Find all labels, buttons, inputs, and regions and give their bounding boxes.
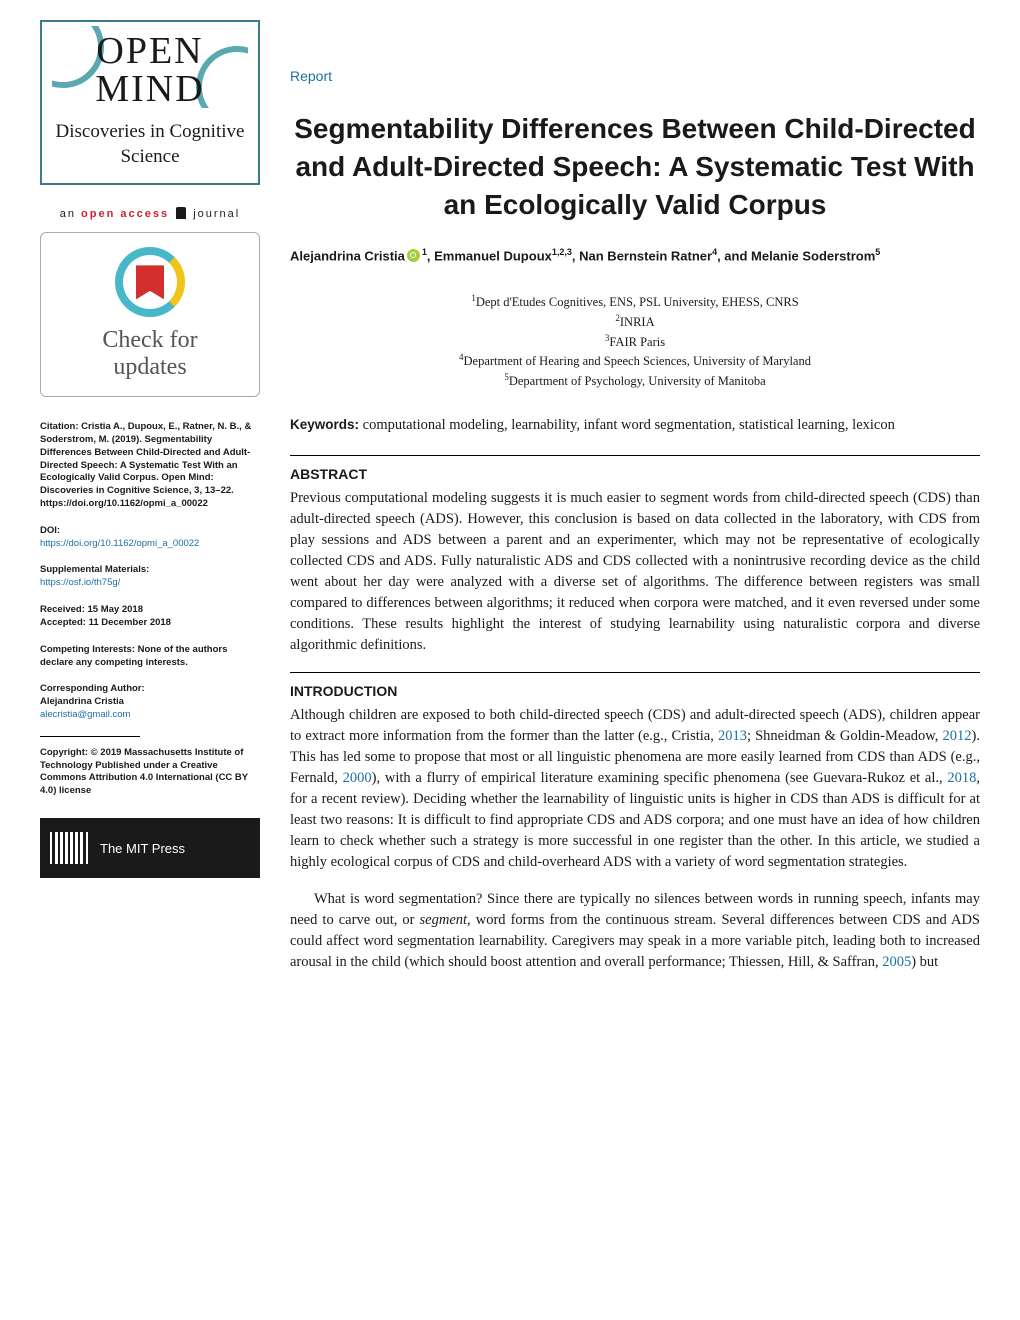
open-access-bold: open access <box>81 208 169 220</box>
report-label: Report <box>290 68 980 84</box>
affil-1: Dept d'Etudes Cognitives, ENS, PSL Unive… <box>476 295 799 309</box>
keywords-label: Keywords: <box>290 417 359 432</box>
crossmark-icon <box>115 247 185 317</box>
supp-link[interactable]: https://osf.io/th75g/ <box>40 577 120 588</box>
intro-p1-d: ), with a flurry of empirical literature… <box>372 770 948 786</box>
affil-2: INRIA <box>620 315 655 329</box>
author-4-sup: 5 <box>875 247 880 257</box>
author-4: Melanie Soderstrom <box>751 249 875 264</box>
abstract-text: Previous computational modeling suggests… <box>290 488 980 656</box>
crossmark-line1: Check for <box>102 327 197 353</box>
barcode-icon <box>50 832 88 864</box>
journal-logo-box: OPEN MIND Discoveries in Cognitive Scien… <box>40 20 260 185</box>
mit-press-badge: The MIT Press <box>40 818 260 878</box>
ref-2012[interactable]: 2012 <box>943 728 972 744</box>
competing-block: Competing Interests: None of the authors… <box>40 644 260 670</box>
ref-2000[interactable]: 2000 <box>343 770 372 786</box>
intro-p2-c: ) but <box>911 954 938 970</box>
affiliations: 1Dept d'Etudes Cognitives, ENS, PSL Univ… <box>290 292 980 392</box>
supplemental-block: Supplemental Materials: https://osf.io/t… <box>40 564 260 590</box>
dates-block: Received: 15 May 2018 Accepted: 11 Decem… <box>40 604 260 630</box>
competing-text: Competing Interests: None of the authors… <box>40 644 227 668</box>
doi-block: DOI: https://doi.org/10.1162/opmi_a_0002… <box>40 525 260 551</box>
intro-heading: INTRODUCTION <box>290 683 980 699</box>
author-1-sup: 1 <box>422 247 427 257</box>
rule-1 <box>290 455 980 456</box>
received-date: Received: 15 May 2018 <box>40 604 143 615</box>
affil-4: Department of Hearing and Speech Science… <box>464 355 811 369</box>
authors-list: Alejandrina Cristia1, Emmanuel Dupoux1,2… <box>290 247 980 263</box>
corr-label: Corresponding Author: <box>40 683 145 694</box>
open-access-label: an open access journal <box>40 205 260 220</box>
doi-link[interactable]: https://doi.org/10.1162/opmi_a_00022 <box>40 538 199 549</box>
author-3: Nan Bernstein Ratner <box>579 249 712 264</box>
ref-2013[interactable]: 2013 <box>718 728 747 744</box>
ribbon-icon <box>136 265 164 299</box>
crossmark-button[interactable]: Check for updates <box>40 232 260 397</box>
open-access-prefix: an <box>60 208 81 220</box>
corresponding-block: Corresponding Author: Alejandrina Cristi… <box>40 683 260 721</box>
citation-block: Citation: Cristia A., Dupoux, E., Ratner… <box>40 421 260 511</box>
logo-line1: OPEN <box>48 32 252 70</box>
logo-subtitle: Discoveries in Cognitive Science <box>48 120 252 169</box>
abstract-heading: ABSTRACT <box>290 466 980 482</box>
corr-email[interactable]: alecristia@gmail.com <box>40 709 130 720</box>
author-2: Emmanuel Dupoux <box>434 249 552 264</box>
sidebar: OPEN MIND Discoveries in Cognitive Scien… <box>40 20 260 1300</box>
author-1: Alejandrina Cristia <box>290 249 405 264</box>
accepted-date: Accepted: 11 December 2018 <box>40 617 171 628</box>
rule-2 <box>290 672 980 673</box>
crossmark-line2: updates <box>113 354 186 380</box>
orcid-icon[interactable] <box>407 249 420 262</box>
affil-5: Department of Psychology, University of … <box>509 375 766 389</box>
journal-logo: OPEN MIND <box>48 32 252 108</box>
divider <box>40 736 140 737</box>
intro-p1: Although children are exposed to both ch… <box>290 705 980 873</box>
citation-text: Citation: Cristia A., Dupoux, E., Ratner… <box>40 421 251 509</box>
keywords-text: computational modeling, learnability, in… <box>359 417 895 433</box>
corr-name: Alejandrina Cristia <box>40 696 124 707</box>
ref-2018[interactable]: 2018 <box>947 770 976 786</box>
logo-line2: MIND <box>48 70 252 108</box>
intro-p2-em: segment <box>420 912 468 928</box>
author-3-sup: 4 <box>712 247 717 257</box>
copyright-text: Copyright: © 2019 Massachusetts Institut… <box>40 747 248 796</box>
intro-p2: What is word segmentation? Since there a… <box>290 889 980 973</box>
affil-3: FAIR Paris <box>609 335 665 349</box>
supp-label: Supplemental Materials: <box>40 564 149 575</box>
lock-icon <box>176 207 186 219</box>
ref-2005[interactable]: 2005 <box>882 954 911 970</box>
article-main: Report Segmentability Differences Betwee… <box>290 20 980 1300</box>
doi-label: DOI: <box>40 525 60 536</box>
open-access-suffix: journal <box>193 208 240 220</box>
article-title: Segmentability Differences Between Child… <box>290 110 980 223</box>
author-2-sup: 1,2,3 <box>552 247 572 257</box>
intro-p1-b: ; Shneidman & Goldin-Meadow, <box>747 728 943 744</box>
copyright-block: Copyright: © 2019 Massachusetts Institut… <box>40 747 260 798</box>
keywords: Keywords: computational modeling, learna… <box>290 415 980 437</box>
mit-press-text: The MIT Press <box>100 841 185 856</box>
